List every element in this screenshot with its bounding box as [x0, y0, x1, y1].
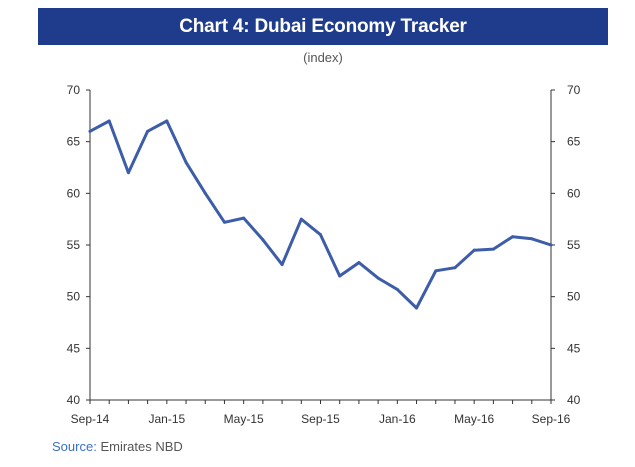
data-point: [472, 248, 476, 252]
series-group: [88, 119, 553, 310]
data-point: [376, 276, 380, 280]
x-tick-label: Jan-16: [379, 412, 416, 426]
data-point: [549, 243, 553, 247]
chart-axes: [89, 90, 552, 401]
right-y-tick-label: 55: [567, 238, 581, 252]
data-point: [146, 129, 150, 133]
chart-subtitle: (index): [303, 50, 343, 65]
data-point: [453, 266, 457, 270]
right-y-tick-label: 50: [567, 290, 581, 304]
right-y-tick-label: 45: [567, 341, 581, 355]
x-tick-label: Jan-15: [148, 412, 185, 426]
right-y-tick-label: 40: [567, 393, 581, 407]
x-tick-label: May-15: [224, 412, 264, 426]
data-point: [242, 216, 246, 220]
right-y-tick-label: 70: [567, 83, 581, 97]
x-tick-label: Sep-15: [301, 412, 340, 426]
right-y-tick-label: 65: [567, 135, 581, 149]
data-point: [126, 171, 130, 175]
data-point: [357, 261, 361, 265]
data-point: [338, 274, 342, 278]
data-point: [184, 160, 188, 164]
data-point: [280, 263, 284, 267]
data-point: [434, 269, 438, 273]
left-y-tick-label: 55: [67, 238, 81, 252]
x-tick-label: May-16: [454, 412, 494, 426]
x-tick-label: Sep-14: [71, 412, 110, 426]
data-point: [261, 238, 265, 242]
data-point: [395, 287, 399, 291]
data-point: [88, 129, 92, 133]
data-point: [107, 119, 111, 123]
left-y-tick-label: 45: [67, 341, 81, 355]
data-point: [530, 237, 534, 241]
left-y-tick-label: 40: [67, 393, 81, 407]
left-y-tick-label: 65: [67, 135, 81, 149]
right-y-tick-label: 60: [567, 186, 581, 200]
chart-title: Chart 4: Dubai Economy Tracker: [38, 8, 608, 45]
left-y-tick-label: 70: [67, 83, 81, 97]
left-y-axis: 40 45 50 55 60 65 70: [67, 83, 90, 407]
x-axis: Sep-14 Jan-15 May-15 Sep-15 Jan-16 May-16 Sep-…: [71, 400, 571, 426]
left-y-tick-label: 60: [67, 186, 81, 200]
right-y-axis: 40 45 50 55 60 65 70: [551, 83, 581, 407]
data-point: [299, 217, 303, 221]
data-point: [511, 235, 515, 239]
left-y-tick-label: 50: [67, 290, 81, 304]
data-point: [319, 233, 322, 237]
source-note: Source: Emirates NBD: [52, 439, 183, 454]
data-point: [222, 220, 226, 224]
data-point: [165, 119, 169, 123]
source-text: Emirates NBD: [100, 439, 183, 454]
data-point: [415, 306, 419, 310]
x-tick-label: Sep-16: [532, 412, 571, 426]
source-label: Source:: [52, 439, 97, 454]
data-point: [203, 191, 207, 195]
data-point: [491, 247, 495, 251]
series-line: [88, 119, 553, 310]
